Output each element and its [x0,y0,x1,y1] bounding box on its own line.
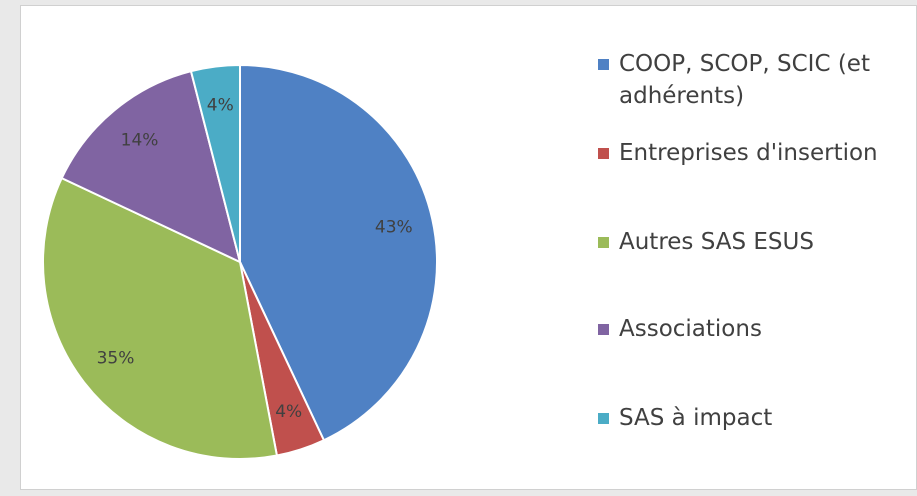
data-label: 4% [275,402,302,422]
pie-slice [189,63,241,263]
legend-swatch [598,324,609,335]
pie-slice [239,63,438,442]
pie-slice [60,69,242,264]
legend-label: Entreprises d'insertion [619,140,878,166]
legend-label: COOP, SCOP, SCIC (et adhérents) [619,51,870,109]
legend-entry: COOP, SCOP, SCIC (et adhérents) [598,48,904,112]
data-label: 43% [375,218,413,238]
legend-label: Autres SAS ESUS [619,229,814,255]
legend-label: Associations [619,316,762,342]
pie-slice [42,176,279,460]
legend-entry: Associations [598,313,904,345]
legend-swatch [598,59,609,70]
legend-swatch [598,413,609,424]
legend-swatch [598,148,609,159]
legend-swatch [598,237,609,248]
data-label: 14% [121,131,159,151]
legend-entry: SAS à impact [598,402,904,434]
legend-label: SAS à impact [619,405,773,431]
data-label: 35% [97,349,135,369]
data-label: 4% [207,96,234,116]
legend-entry: Entreprises d'insertion [598,137,904,169]
legend-entry: Autres SAS ESUS [598,226,904,258]
